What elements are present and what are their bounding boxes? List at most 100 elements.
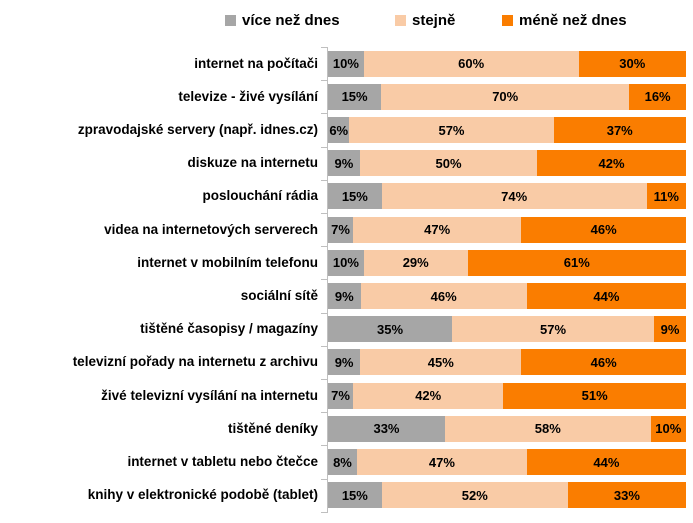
- bar-segment: 61%: [467, 249, 686, 276]
- bar-segment: 52%: [381, 482, 568, 509]
- bar-segment: 7%: [328, 216, 354, 243]
- stacked-bar: 10% 29% 61%: [328, 249, 686, 276]
- category-label: videa na internetových serverech: [104, 221, 318, 237]
- axis-tick: [321, 478, 328, 480]
- bar-segment: 15%: [328, 83, 382, 110]
- bar-segment: 50%: [359, 150, 538, 177]
- axis-tick: [321, 379, 328, 380]
- bar-row: internet v mobilním telefonu 10% 29% 61%: [0, 249, 693, 276]
- legend-item-less-than-today: méně než dnes: [502, 10, 627, 30]
- axis-tick: [321, 246, 328, 248]
- bar-row: tištěné deníky 33% 58% 10%: [0, 415, 693, 442]
- category-label: tištěné deníky: [227, 420, 318, 436]
- axis-tick: [321, 279, 328, 281]
- bar-segment: 10%: [328, 50, 364, 77]
- bar-segment: 74%: [381, 183, 647, 210]
- axis-tick: [321, 412, 328, 414]
- category-label: internet v mobilním telefonu: [137, 254, 318, 270]
- stacked-bar: 7% 42% 51%: [328, 382, 686, 409]
- legend-label: méně než dnes: [519, 11, 627, 29]
- stacked-bar: 35% 57% 9%: [328, 316, 686, 343]
- axis-tick: [321, 146, 328, 148]
- legend-item-more-than-today: více než dnes: [225, 10, 340, 30]
- bar-segment: 9%: [328, 150, 360, 177]
- bar-segment: 9%: [328, 349, 361, 376]
- stacked-bar: 10% 60% 30%: [328, 50, 686, 77]
- category-label: diskuze na internetu: [187, 155, 318, 171]
- bar-segment: 6%: [328, 117, 350, 143]
- bar-segment: 9%: [328, 283, 361, 309]
- stacked-bar: 15% 52% 33%: [328, 482, 686, 509]
- stacked-bar: 33% 58% 10%: [328, 415, 686, 442]
- bar-segment: 58%: [444, 415, 651, 442]
- axis-tick: [321, 511, 328, 513]
- category-label: sociální sítě: [240, 288, 318, 303]
- bar-row: televize - živé vysílání 15% 70% 16%: [0, 83, 693, 110]
- bar-segment: 46%: [360, 283, 527, 309]
- legend-swatch-orange-icon: [502, 14, 513, 26]
- bar-row: živé televizní vysílání na internetu 7% 42…: [0, 382, 693, 409]
- bar-segment: 57%: [349, 117, 554, 143]
- bar-segment: 16%: [629, 83, 686, 110]
- bar-segment: 44%: [526, 449, 686, 475]
- stacked-bar: 15% 74% 11%: [328, 183, 686, 210]
- bar-segment: 57%: [452, 316, 655, 343]
- axis-tick: [321, 312, 328, 314]
- stacked-bar: 8% 47% 44%: [328, 449, 686, 475]
- category-label: živé televizní vysílání na internetu: [101, 387, 318, 403]
- bar-row: videa na internetových serverech 7% 47% 46%: [0, 216, 693, 243]
- legend-label: stejně: [412, 11, 456, 29]
- axis-tick: [321, 113, 328, 115]
- bar-segment: 47%: [356, 449, 527, 475]
- stacked-bar: 9% 46% 44%: [328, 283, 686, 309]
- legend-swatch-gray-icon: [225, 14, 236, 26]
- bar-row: sociální sítě 9% 46% 44%: [0, 283, 693, 309]
- bar-segment: 33%: [328, 415, 445, 442]
- stacked-bar: 6% 57% 37%: [328, 117, 686, 143]
- bar-segment: 7%: [328, 382, 354, 409]
- stacked-bar: 9% 45% 46%: [328, 349, 686, 376]
- axis-tick: [321, 345, 328, 347]
- bar-segment: 15%: [328, 482, 382, 509]
- bar-segment: 42%: [537, 150, 686, 177]
- bar-segment: 51%: [503, 382, 686, 409]
- bar-segment: 42%: [353, 382, 504, 409]
- bar-row: zpravodajské servery (např. idnes.cz) 6% 5…: [0, 117, 693, 143]
- bar-segment: 44%: [526, 283, 686, 309]
- stacked-bar: 15% 70% 16%: [328, 83, 686, 110]
- category-label: televize - živé vysílání: [178, 88, 318, 104]
- legend-label: více než dnes: [242, 11, 340, 29]
- bar-segment: 30%: [578, 50, 686, 77]
- bar-segment: 37%: [553, 117, 686, 143]
- bar-segment: 70%: [381, 83, 630, 110]
- bar-row: internet v tabletu nebo čtečce 8% 47% 44%: [0, 449, 693, 475]
- bar-segment: 46%: [521, 349, 686, 376]
- bar-row: poslouchání rádia 15% 74% 11%: [0, 183, 693, 210]
- bar-row: tištěné časopisy / magazíny 35% 57% 9%: [0, 316, 693, 343]
- bar-segment: 46%: [521, 216, 686, 243]
- axis-tick: [321, 47, 328, 48]
- axis-tick: [321, 179, 328, 181]
- bar-row: televizní pořady na internetu z archivu 9…: [0, 349, 693, 376]
- axis-tick: [321, 445, 328, 447]
- bar-segment: 60%: [363, 50, 579, 77]
- bar-segment: 9%: [654, 316, 686, 343]
- category-label: poslouchání rádia: [202, 188, 318, 204]
- category-label: knihy v elektronické podobě (tablet): [87, 487, 318, 503]
- legend-swatch-peach-icon: [395, 14, 406, 26]
- axis-tick: [321, 213, 328, 214]
- category-label: tištěné časopisy / magazíny: [140, 321, 318, 337]
- bar-row: internet na počítači 10% 60% 30%: [0, 50, 693, 77]
- category-label: zpravodajské servery (např. idnes.cz): [77, 122, 318, 137]
- stacked-bar: 7% 47% 46%: [328, 216, 686, 243]
- bar-segment: 33%: [567, 482, 686, 509]
- bar-segment: 8%: [328, 449, 357, 475]
- bar-row: diskuze na internetu 9% 50% 42%: [0, 150, 693, 177]
- bar-segment: 15%: [328, 183, 382, 210]
- bar-segment: 45%: [360, 349, 522, 376]
- bar-segment: 10%: [328, 249, 364, 276]
- axis-tick: [321, 80, 328, 82]
- bar-row: knihy v elektronické podobě (tablet) 15% 5…: [0, 482, 693, 509]
- bar-segment: 10%: [650, 415, 686, 442]
